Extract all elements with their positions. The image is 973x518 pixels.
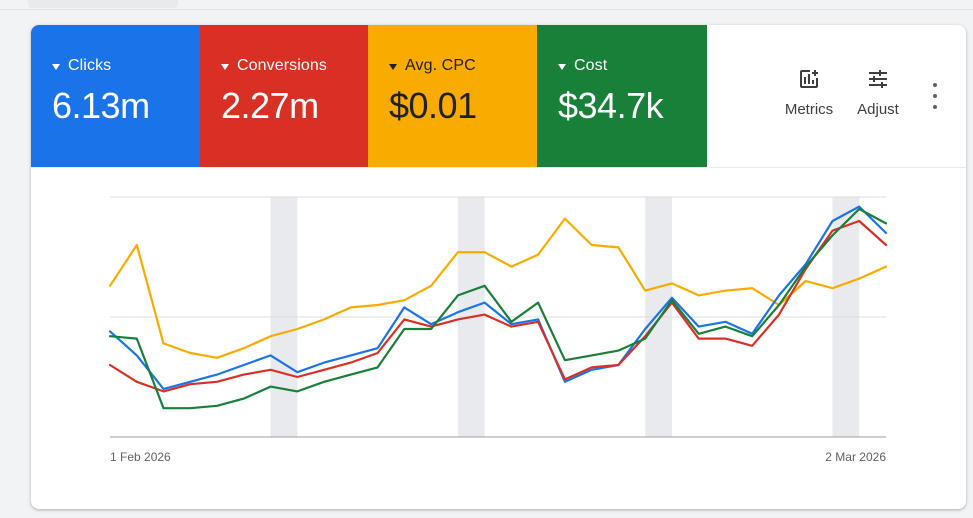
x-tick-labels: 1 Feb 2026 2 Mar 2026 <box>110 450 886 464</box>
more-dot <box>933 83 937 87</box>
adjust-button-label: Adjust <box>857 101 899 118</box>
adjust-button[interactable]: Adjust <box>848 67 908 129</box>
metric-label-clicks: Clicks <box>68 57 112 74</box>
line-chart: 1 Feb 2026 2 Mar 2026 <box>108 196 888 464</box>
metric-label-cost: Cost <box>574 57 608 74</box>
metric-tile-conversions[interactable]: Conversions 2.27m <box>200 25 369 167</box>
series-line-cost <box>108 207 888 410</box>
more-dot <box>933 105 937 109</box>
metrics-button[interactable]: Metrics <box>779 67 839 129</box>
metric-value-cost: $34.7k <box>558 85 664 126</box>
metric-title-avg-cpc: Avg. CPC <box>389 55 537 77</box>
dropdown-caret-icon <box>221 63 229 70</box>
more-vert-icon[interactable] <box>925 83 945 109</box>
series-lines <box>108 205 888 410</box>
performance-card: Clicks 6.13m Conversions 2.27m Avg. CPC … <box>31 25 966 509</box>
metric-tile-avg-cpc[interactable]: Avg. CPC $0.01 <box>368 25 537 167</box>
series-line-avg-cpc <box>108 217 888 359</box>
dropdown-caret-icon <box>558 63 566 70</box>
metric-title-conversions: Conversions <box>221 55 369 77</box>
metric-tile-clicks[interactable]: Clicks 6.13m <box>31 25 200 167</box>
top-strip <box>0 0 973 10</box>
dropdown-caret-icon <box>389 63 397 70</box>
metric-label-conversions: Conversions <box>237 57 328 74</box>
more-dot <box>933 94 937 98</box>
metric-title-clicks: Clicks <box>52 55 200 77</box>
series-line-conversions <box>108 219 888 393</box>
metric-value-clicks: 6.13m <box>52 85 150 126</box>
metric-value-avg-cpc: $0.01 <box>389 85 477 126</box>
metric-tile-cost[interactable]: Cost $34.7k <box>537 25 707 167</box>
dropdown-caret-icon <box>52 63 60 70</box>
metric-label-avg-cpc: Avg. CPC <box>405 57 476 74</box>
add-chart-icon <box>800 70 818 88</box>
gridlines <box>110 196 886 318</box>
x-tick-label: 1 Feb 2026 <box>110 450 171 464</box>
metric-title-cost: Cost <box>558 55 707 77</box>
header-divider <box>31 167 966 168</box>
tab-shadow <box>28 0 178 8</box>
metric-value-conversions: 2.27m <box>221 85 319 126</box>
tune-icon <box>869 70 887 88</box>
series-line-clicks <box>108 205 888 391</box>
x-tick-label: 2 Mar 2026 <box>825 450 886 464</box>
metrics-button-label: Metrics <box>784 101 834 118</box>
